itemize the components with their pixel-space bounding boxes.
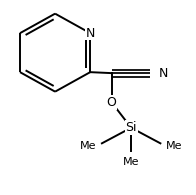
- Text: Me: Me: [123, 157, 139, 167]
- Text: O: O: [107, 96, 117, 109]
- Text: N: N: [85, 27, 95, 40]
- Text: Me: Me: [80, 141, 96, 151]
- Text: Me: Me: [166, 141, 183, 151]
- Text: Si: Si: [125, 121, 137, 134]
- Text: N: N: [158, 67, 168, 80]
